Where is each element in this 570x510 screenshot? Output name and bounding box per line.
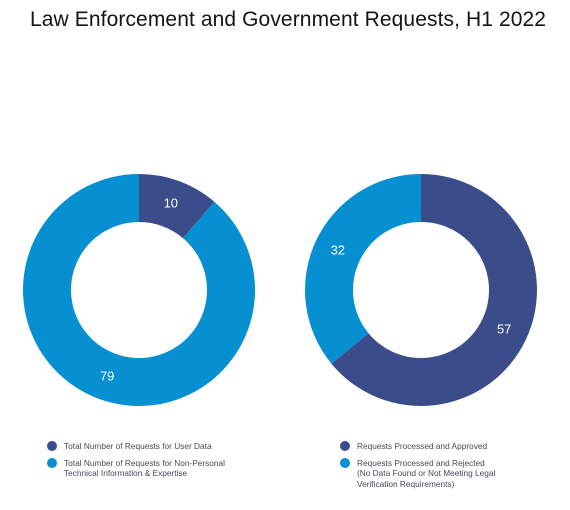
legend-item-1-1: Requests Processed and Rejected (No Data… (340, 457, 555, 490)
donut-slice-0-0 (139, 174, 215, 239)
legend-item-1-0: Requests Processed and Approved (340, 441, 555, 452)
legend-label: Total Number of Requests for Non-Persona… (64, 457, 225, 479)
legend-swatch (340, 457, 350, 468)
donut-slice-1-1 (304, 173, 421, 364)
legend-swatch (340, 441, 350, 451)
legend-label: Requests Processed and Rejected (No Data… (357, 457, 496, 489)
legend-item-0-0: Total Number of Requests for User Data (47, 441, 287, 452)
data-label-0-1: 79 (100, 368, 114, 383)
legend-swatch (47, 457, 57, 468)
legend-item-0-1: Total Number of Requests for Non-Persona… (47, 457, 287, 479)
legend-user-data: Total Number of Requests for User Data To… (47, 441, 287, 485)
donut-slice-1-0 (331, 174, 538, 406)
data-label-1-1: 32 (331, 243, 345, 258)
legend-label: Total Number of Requests for User Data (64, 441, 212, 451)
data-label-1-0: 57 (497, 321, 511, 336)
donut-slice-0-1 (22, 174, 255, 406)
chart-title: Law Enforcement and Government Requests,… (30, 8, 547, 31)
legend-swatch (47, 441, 57, 451)
legend-label: Requests Processed and Approved (357, 441, 488, 451)
data-label-0-0: 10 (164, 196, 178, 211)
legend-processing: Requests Processed and Approved Requests … (340, 441, 555, 495)
donut-chart-user-data: 10 79 (22, 174, 255, 406)
donut-chart-processing: 57 32 (304, 173, 538, 406)
